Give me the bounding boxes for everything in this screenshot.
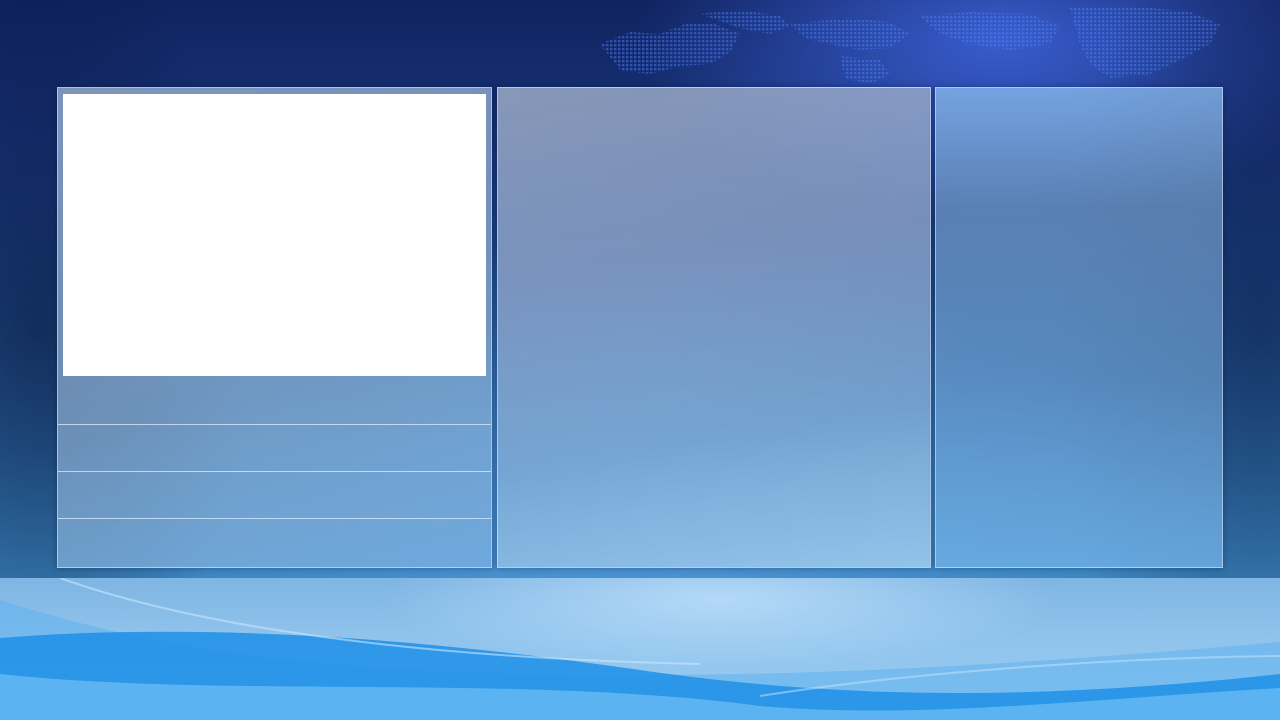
left-content-panel [57,87,492,568]
wave-decoration [0,578,1280,720]
image-placeholder [63,94,486,376]
list-item [58,378,491,425]
world-map-graphic [600,6,1220,84]
right-content-panel [935,87,1223,568]
text-rows [58,378,491,566]
list-item [58,425,491,472]
list-item [58,472,491,519]
floor-wave-band [0,578,1280,720]
list-item [58,519,491,566]
center-content-panel [497,87,931,568]
